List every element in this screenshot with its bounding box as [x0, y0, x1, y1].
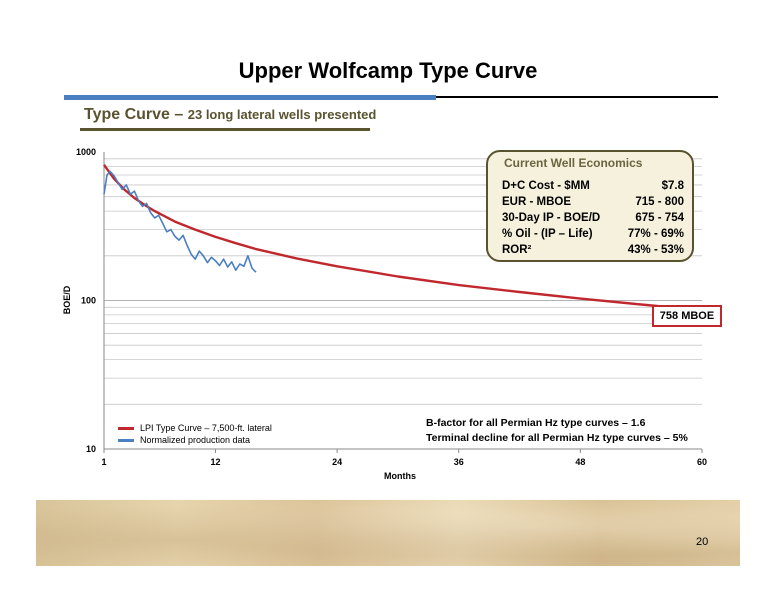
economics-label: 30-Day IP - BOE/D	[502, 212, 601, 224]
x-tick-labels: 1 12 24 36 48 60	[101, 449, 707, 467]
economics-value: 715 - 800	[635, 196, 684, 208]
economics-title: Current Well Economics	[504, 156, 643, 170]
y-tick-label: 100	[81, 296, 96, 306]
economics-label: ROR²	[502, 244, 532, 256]
x-tick-label: 48	[575, 457, 585, 467]
subtitle-main: Type Curve –	[84, 106, 188, 123]
legend-label: LPI Type Curve – 7,500-ft. lateral	[140, 423, 272, 433]
legend-swatch	[118, 427, 134, 430]
economics-value: 675 - 754	[635, 212, 684, 224]
y-tick-label: 1000	[76, 147, 96, 157]
economics-row: EUR - MBOE 715 - 800	[502, 196, 684, 208]
x-tick-label: 1	[101, 457, 106, 467]
y-tick-label: 10	[86, 444, 96, 454]
economics-value: 77% - 69%	[627, 228, 684, 240]
well-economics-box: Current Well Economics D+C Cost - $MM $7…	[486, 150, 694, 262]
economics-value: 43% - 53%	[627, 244, 684, 256]
eur-callout: 758 MBOE	[652, 305, 722, 327]
economics-row: 30-Day IP - BOE/D 675 - 754	[502, 212, 684, 224]
economics-row: ROR² 43% - 53%	[502, 244, 684, 256]
slide-title: Upper Wolfcamp Type Curve	[238, 58, 538, 83]
page-number: 20	[696, 536, 709, 548]
slide-subtitle: Type Curve – 23 long lateral wells prese…	[84, 106, 376, 124]
x-tick-label: 36	[454, 457, 464, 467]
y-tick-labels: 10 100 1000	[76, 147, 96, 454]
y-axis-label: BOE/D	[62, 285, 72, 314]
title-rule-black	[436, 96, 718, 98]
b-factor-note: B-factor for all Permian Hz type curves …	[426, 417, 646, 429]
legend-item-production: Normalized production data	[118, 434, 272, 446]
x-tick-label: 60	[697, 457, 707, 467]
legend-swatch	[118, 439, 134, 442]
terminal-decline-note: Terminal decline for all Permian Hz type…	[426, 432, 688, 444]
title-rule-blue	[64, 95, 436, 100]
economics-row: % Oil - (IP – Life) 77% - 69%	[502, 228, 684, 240]
economics-row: D+C Cost - $MM $7.8	[502, 180, 684, 192]
subtitle-detail: 23 long lateral wells presented	[187, 107, 377, 122]
chart-legend: LPI Type Curve – 7,500-ft. lateral Norma…	[118, 422, 272, 446]
subtitle-rule	[80, 128, 370, 131]
legend-label: Normalized production data	[140, 435, 251, 445]
economics-label: % Oil - (IP – Life)	[502, 228, 593, 240]
x-tick-label: 24	[332, 457, 342, 467]
legend-item-type-curve: LPI Type Curve – 7,500-ft. lateral	[118, 422, 272, 434]
economics-value: $7.8	[661, 180, 684, 192]
chart-series	[103, 164, 703, 312]
production-data-line	[103, 170, 257, 273]
x-axis-label: Months	[384, 471, 416, 481]
economics-label: D+C Cost - $MM	[502, 180, 590, 192]
type-curve-line	[103, 164, 703, 312]
x-tick-label: 12	[210, 457, 220, 467]
economics-label: EUR - MBOE	[502, 196, 571, 208]
desert-footer-banner	[36, 500, 740, 566]
